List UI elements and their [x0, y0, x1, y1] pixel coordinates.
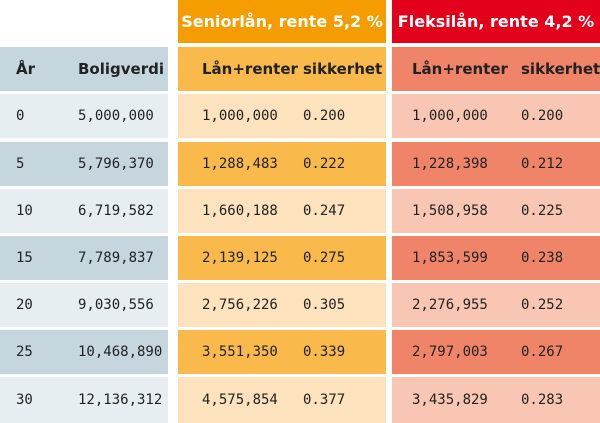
column-header-fleksi-loan: Lån+renter [412, 60, 508, 78]
column-header-senior-security: sikkerhet [303, 60, 383, 78]
table-cell-fleksi-loan: 3,435,829 [412, 392, 488, 408]
blue-column-header-bg [0, 47, 168, 91]
table-row-orange-bg [178, 189, 386, 233]
table-row-blue-bg [0, 189, 168, 233]
table-row-orange-bg [178, 377, 386, 423]
table-cell-senior-loan: 1,000,000 [202, 108, 278, 124]
table-cell-senior-security: 0.339 [303, 344, 346, 360]
table-cell-fleksi-loan: 2,276,955 [412, 297, 488, 313]
table-cell-senior-loan: 4,575,854 [202, 392, 278, 408]
table-row-red-bg [392, 283, 600, 327]
column-header-senior-loan: Lån+renter [202, 60, 298, 78]
table-row-red-bg [392, 94, 600, 138]
table-cell-fleksi-loan: 1,508,958 [412, 203, 488, 219]
table-cell-fleksi-security: 0.212 [521, 156, 564, 172]
table-cell-fleksi-loan: 1,853,599 [412, 250, 488, 266]
table-row-orange-bg [178, 142, 386, 186]
table-cell-home-value: 5,000,000 [78, 108, 154, 124]
table-cell-home-value: 10,468,890 [78, 344, 163, 360]
table-row-orange-bg [178, 94, 386, 138]
table-row-red-bg [392, 189, 600, 233]
senior-loan-group-header: Seniorlån, rente 5,2 % [178, 0, 386, 43]
table-cell-year: 30 [16, 392, 33, 408]
table-row-orange-bg [178, 330, 386, 374]
table-cell-senior-security: 0.275 [303, 250, 346, 266]
table-cell-home-value: 7,789,837 [78, 250, 154, 266]
table-row-red-bg [392, 377, 600, 423]
red-column-header-bg [392, 47, 600, 91]
table-cell-year: 25 [16, 344, 33, 360]
table-cell-fleksi-security: 0.283 [521, 392, 564, 408]
table-cell-senior-security: 0.305 [303, 297, 346, 313]
table-cell-home-value: 6,719,582 [78, 203, 154, 219]
table-cell-year: 5 [16, 156, 25, 172]
table-cell-senior-loan: 2,139,125 [202, 250, 278, 266]
table-row-blue-bg [0, 94, 168, 138]
table-cell-senior-loan: 2,756,226 [202, 297, 278, 313]
table-row-blue-bg [0, 377, 168, 423]
table-cell-fleksi-security: 0.200 [521, 108, 564, 124]
table-cell-home-value: 12,136,312 [78, 392, 163, 408]
column-header-year: År [16, 60, 36, 78]
table-row-orange-bg [178, 236, 386, 280]
column-header-home-value: Boligverdi [78, 60, 164, 78]
table-cell-year: 15 [16, 250, 33, 266]
table-cell-senior-loan: 1,660,188 [202, 203, 278, 219]
table-row-red-bg [392, 142, 600, 186]
table-row-blue-bg [0, 283, 168, 327]
table-cell-senior-security: 0.247 [303, 203, 346, 219]
table-cell-senior-security: 0.200 [303, 108, 346, 124]
table-cell-home-value: 5,796,370 [78, 156, 154, 172]
table-cell-year: 10 [16, 203, 33, 219]
table-cell-fleksi-security: 0.238 [521, 250, 564, 266]
table-row-blue-bg [0, 236, 168, 280]
table-cell-senior-loan: 1,288,483 [202, 156, 278, 172]
table-cell-year: 0 [16, 108, 25, 124]
fleksi-loan-group-header: Fleksilån, rente 4,2 % [392, 0, 600, 43]
table-cell-year: 20 [16, 297, 33, 313]
orange-column-header-bg [178, 47, 386, 91]
table-row-blue-bg [0, 142, 168, 186]
table-cell-senior-loan: 3,551,350 [202, 344, 278, 360]
table-cell-senior-security: 0.222 [303, 156, 346, 172]
table-cell-fleksi-loan: 1,228,398 [412, 156, 488, 172]
table-row-red-bg [392, 236, 600, 280]
table-cell-home-value: 9,030,556 [78, 297, 154, 313]
table-cell-senior-security: 0.377 [303, 392, 346, 408]
table-cell-fleksi-security: 0.252 [521, 297, 564, 313]
table-cell-fleksi-loan: 2,797,003 [412, 344, 488, 360]
table-cell-fleksi-security: 0.267 [521, 344, 564, 360]
table-cell-fleksi-loan: 1,000,000 [412, 108, 488, 124]
table-row-blue-bg [0, 330, 168, 374]
table-row-orange-bg [178, 283, 386, 327]
table-cell-fleksi-security: 0.225 [521, 203, 564, 219]
table-row-red-bg [392, 330, 600, 374]
column-header-fleksi-security: sikkerhet [521, 60, 600, 78]
